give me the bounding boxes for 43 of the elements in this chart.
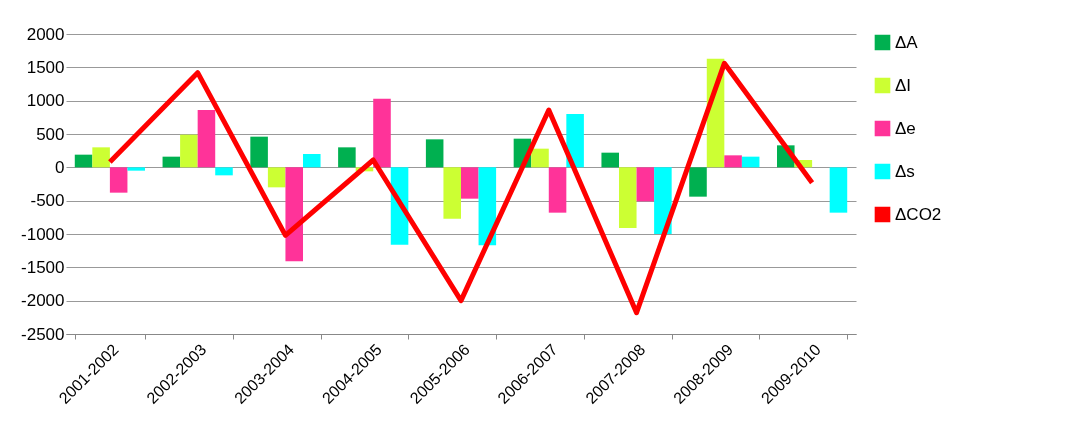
bar [303,154,321,168]
y-tick-label: 1000 [26,91,65,111]
bar [689,167,707,197]
bar [162,156,181,168]
bar [180,134,198,168]
bar [373,98,391,168]
bar [425,139,444,168]
y-tick-label: 500 [36,124,65,144]
bar [74,154,93,168]
bar [250,136,268,168]
bar [338,147,356,168]
bar [267,167,286,188]
bar [127,167,145,171]
legend-label: ΔA [895,32,919,52]
legend-label: ΔI [895,75,912,95]
y-tick-label: 0 [55,157,65,177]
bar [601,152,619,168]
bar [461,167,479,199]
bar [724,155,742,168]
bar [566,114,584,168]
bar [829,167,848,213]
bar [215,167,233,176]
bar [109,167,128,193]
legend-label: ΔCO2 [895,204,942,224]
bar [741,156,760,168]
y-tick-label: -2000 [21,291,65,311]
bar [92,147,110,168]
y-tick-label: -2500 [21,324,65,344]
bar [636,167,655,202]
y-tick-label: 1500 [26,57,65,77]
legend-label: Δe [895,118,916,138]
y-tick-label: -1000 [21,224,65,244]
bar [443,167,461,219]
y-tick-label: -1500 [21,257,65,277]
bar [619,167,637,228]
bar [654,167,672,234]
bar [285,167,303,262]
bar [197,110,216,168]
bar [531,148,549,168]
legend-label: Δs [895,161,915,181]
y-tick-label: -500 [30,191,65,211]
y-tick-label: 2000 [26,24,65,44]
bar [548,167,567,213]
